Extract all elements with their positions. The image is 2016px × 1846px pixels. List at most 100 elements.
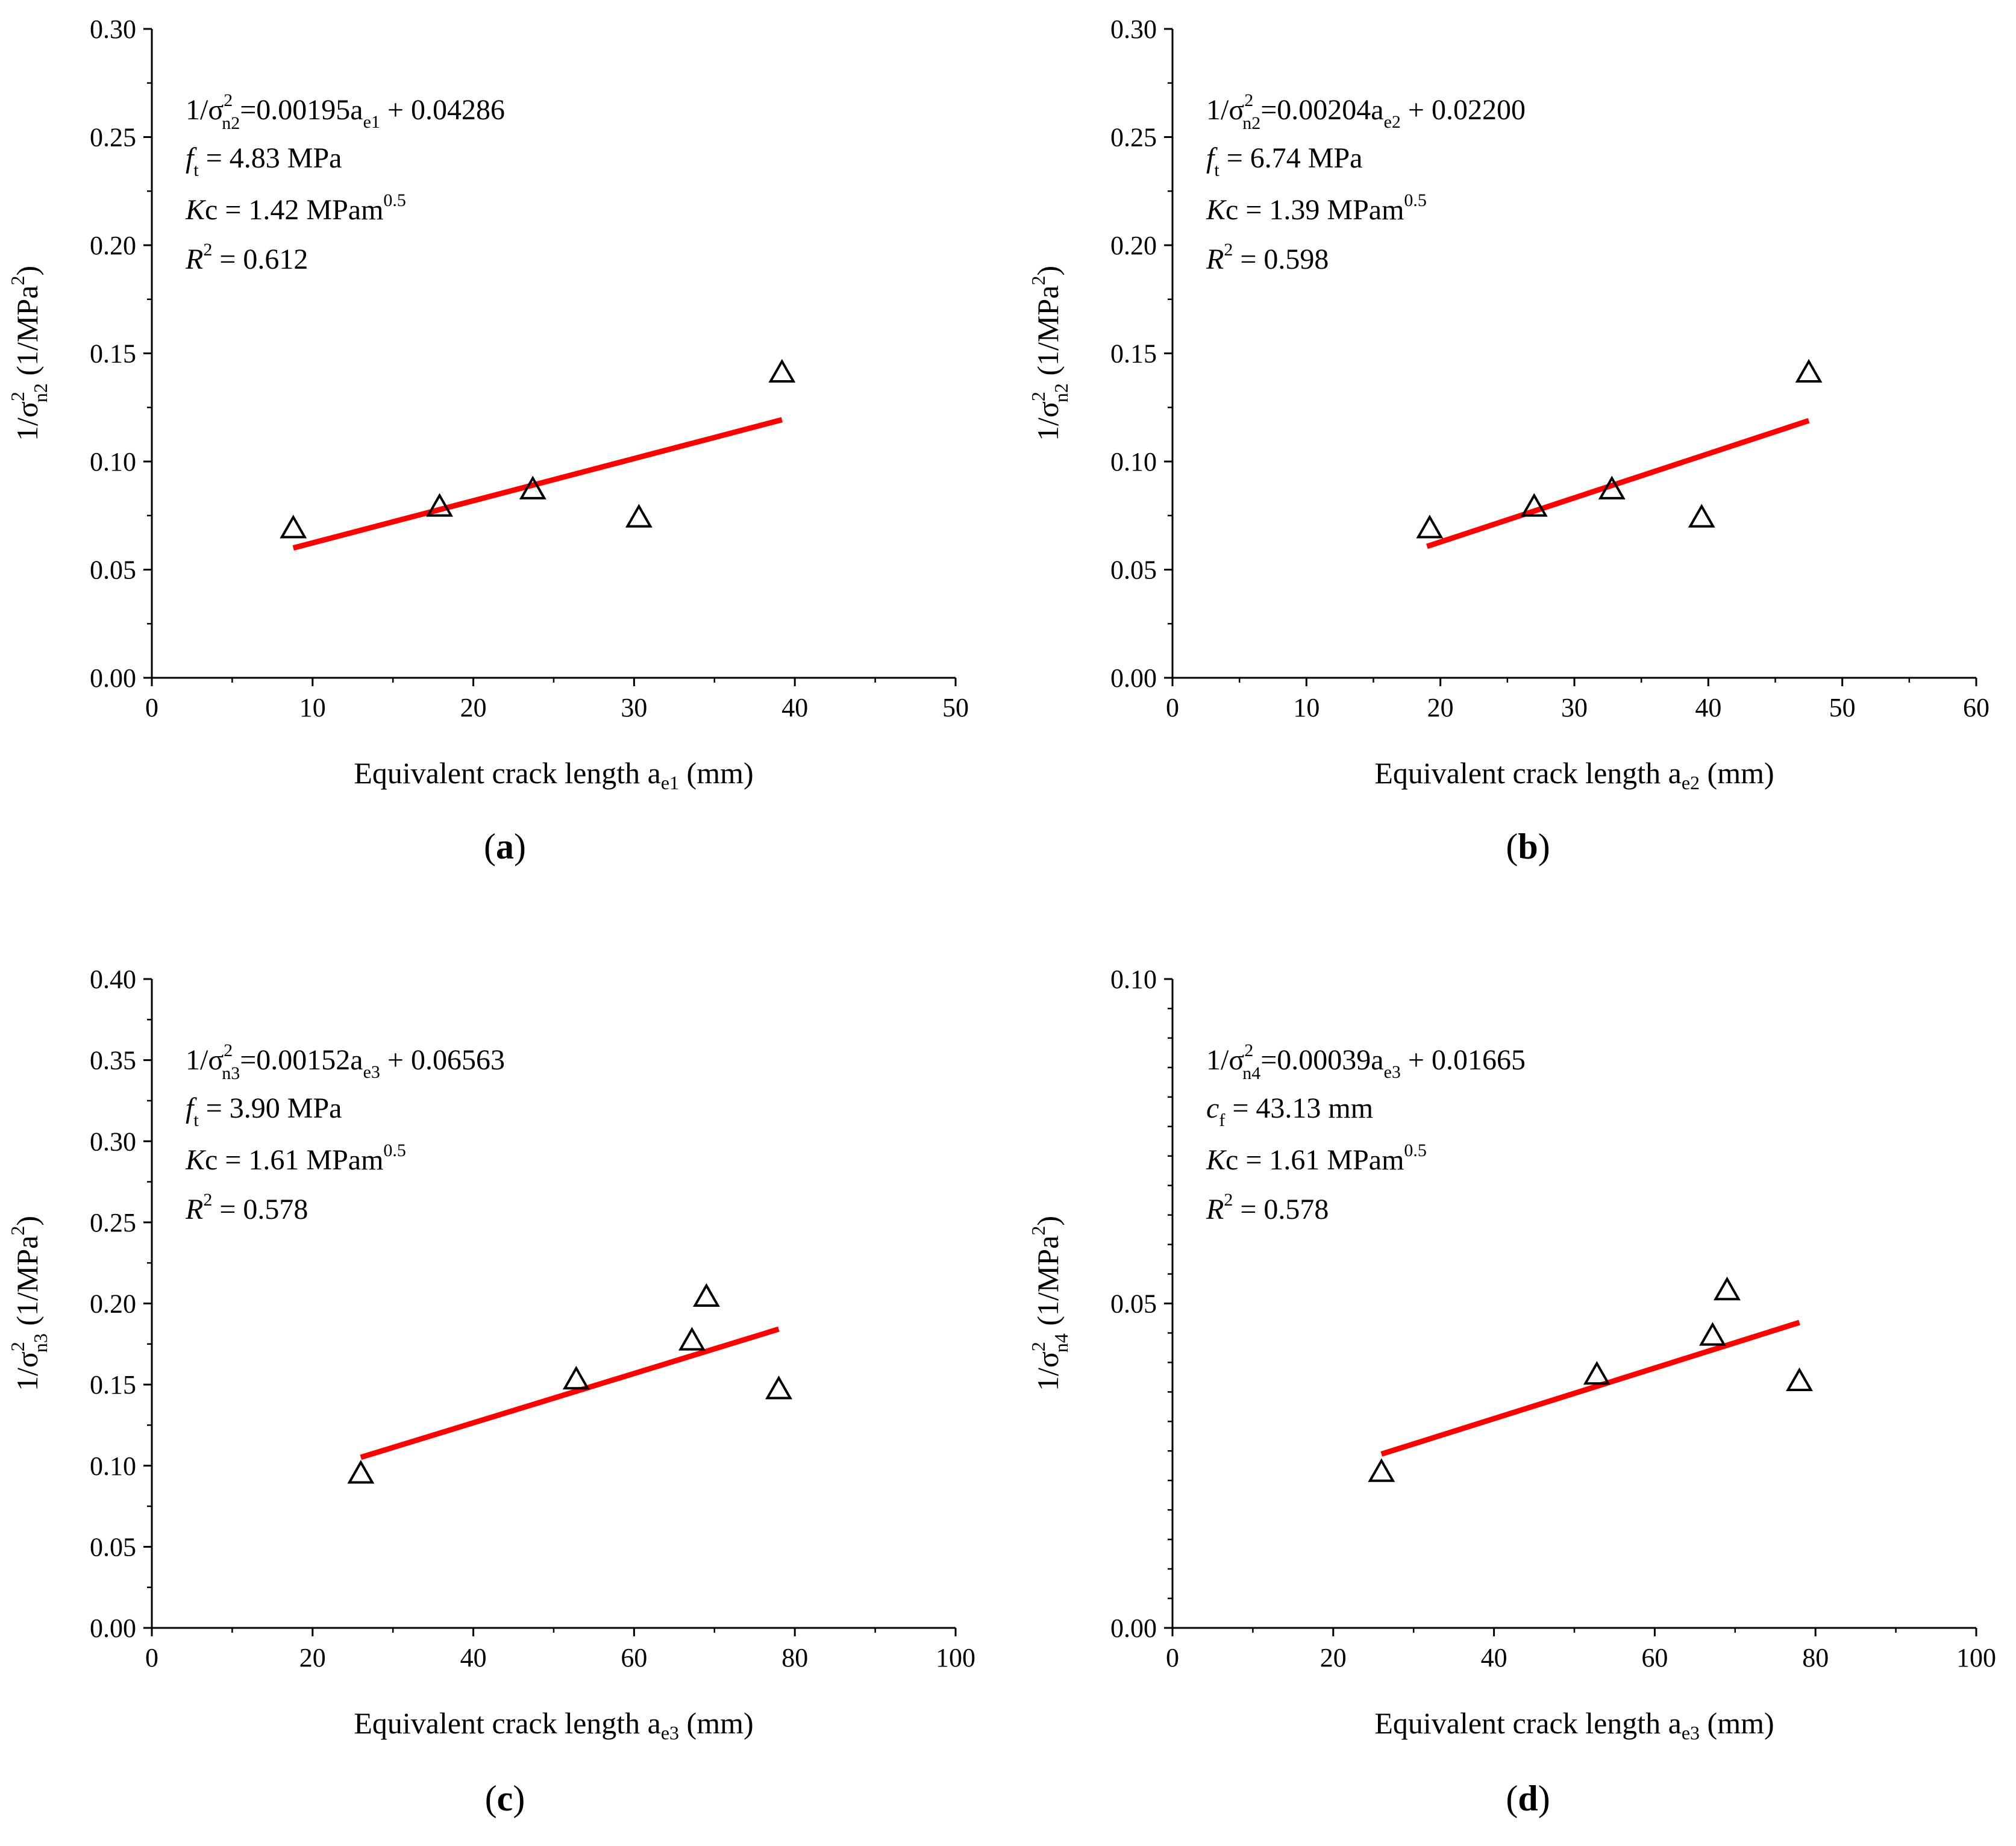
y-tick-label: 0.25 [1110, 123, 1157, 152]
y-axis-title: 1/σ2n4 (1/MPa2) [1027, 1216, 1072, 1391]
parameter-line-2: Kc = 1.61 MPam0.5 [185, 1140, 406, 1176]
parameter-line-1: ft = 6.74 MPa [1206, 142, 1362, 180]
x-tick-label: 10 [1293, 693, 1319, 722]
x-tick-label: 40 [1695, 693, 1721, 722]
data-point-triangle [678, 1327, 706, 1351]
y-tick-label: 0.25 [90, 1208, 136, 1237]
y-tick-label: 0.25 [90, 123, 136, 152]
data-point-triangle [1688, 504, 1715, 528]
parameter-line-1: ft = 4.83 MPa [186, 142, 342, 180]
x-tick-label: 0 [145, 693, 158, 722]
y-tick-label: 0.40 [90, 965, 136, 994]
x-axis-title: Equivalent crack length ae2 (mm) [1374, 756, 1774, 793]
x-tick-label: 30 [621, 693, 647, 722]
panel-label: (c) [485, 1779, 525, 1818]
r-squared-line: R2 = 0.598 [1206, 240, 1329, 275]
data-point-triangle [765, 1375, 792, 1400]
panel-b: 0.00 0.05 0.10 0.15 0.20 0.25 0.30 0 10 20 30 40 50 6… [1027, 14, 1989, 866]
fit-line [1380, 1319, 1800, 1457]
data-point-triangle [347, 1460, 375, 1484]
panel-label: (d) [1506, 1779, 1550, 1818]
y-tick-label: 0.35 [90, 1046, 136, 1075]
panel-a: 0.00 0.05 0.10 0.15 0.20 0.25 0.30 0 10 20 30 40 50 E… [7, 14, 969, 866]
x-tick-label: 40 [460, 1643, 487, 1672]
x-tick-label: 80 [781, 1643, 808, 1672]
r-squared-line: R2 = 0.578 [1206, 1190, 1329, 1225]
parameter-line-2: Kc = 1.61 MPam0.5 [1206, 1140, 1427, 1176]
data-point-triangle [1368, 1458, 1395, 1482]
x-tick-label: 0 [1166, 693, 1179, 722]
regression-equation: 1/σ2 n3=0.00152ae3 + 0.06563 [186, 1040, 505, 1083]
data-point-triangle [1520, 493, 1548, 517]
r-squared-line: R2 = 0.578 [185, 1190, 308, 1225]
data-point-triangle [1786, 1367, 1813, 1391]
panel-d: 0.00 0.05 0.10 0 20 40 60 80 100 Equivalent crack… [1027, 965, 1996, 1818]
y-axis-title: 1/σ2n3 (1/MPa2) [7, 1216, 51, 1391]
data-point-triangle [1699, 1322, 1726, 1346]
data-point-triangle [693, 1283, 720, 1307]
data-point-triangle [1598, 475, 1626, 499]
x-tick-label: 60 [1963, 693, 1989, 722]
x-tick-label: 60 [621, 1643, 647, 1672]
y-tick-label: 0.30 [1110, 14, 1157, 44]
y-tick-label: 0.10 [90, 1451, 136, 1481]
parameter-line-2: Kc = 1.39 MPam0.5 [1206, 190, 1427, 226]
fit-line [360, 1326, 780, 1460]
data-point-triangle [562, 1366, 590, 1390]
r-squared-line: R2 = 0.612 [185, 240, 308, 275]
regression-equation: 1/σ2 n2=0.00195ae1 + 0.04286 [186, 90, 505, 133]
x-tick-label: 20 [460, 693, 487, 722]
y-tick-label: 0.00 [1110, 1613, 1157, 1643]
y-axis-title: 1/σ2n2 (1/MPa2) [1027, 266, 1072, 441]
y-tick-label: 0.05 [1110, 1289, 1157, 1319]
y-tick-label: 0.20 [1110, 231, 1157, 260]
x-axis-title: Equivalent crack length ae3 (mm) [1374, 1706, 1774, 1744]
data-point-triangle [625, 504, 653, 528]
x-tick-label: 50 [942, 693, 969, 722]
x-tick-label: 0 [145, 1643, 158, 1672]
x-tick-label: 40 [1481, 1643, 1507, 1672]
y-tick-label: 0.10 [1110, 965, 1157, 994]
data-point-triangle [426, 493, 454, 517]
x-tick-label: 20 [1427, 693, 1454, 722]
x-tick-label: 100 [1956, 1643, 1996, 1672]
data-point-triangle [280, 515, 307, 539]
data-point-triangle [519, 475, 546, 499]
y-tick-label: 0.00 [90, 663, 136, 693]
x-tick-label: 10 [299, 693, 326, 722]
data-point-triangle [768, 358, 796, 383]
regression-equation: 1/σ2 n4=0.00039ae3 + 0.01665 [1206, 1040, 1526, 1083]
x-tick-label: 0 [1166, 1643, 1179, 1672]
y-tick-label: 0.05 [90, 555, 136, 585]
x-tick-label: 40 [781, 693, 808, 722]
y-tick-label: 0.20 [90, 231, 136, 260]
x-axis-title: Equivalent crack length ae3 (mm) [354, 1706, 753, 1744]
y-tick-label: 0.10 [90, 447, 136, 477]
y-tick-label: 0.20 [90, 1289, 136, 1319]
y-tick-label: 0.15 [1110, 339, 1157, 369]
y-tick-label: 0.00 [1110, 663, 1157, 693]
panel-label: (b) [1506, 827, 1550, 866]
y-axis-title: 1/σ2n2 (1/MPa2) [7, 266, 51, 441]
y-tick-label: 0.30 [90, 14, 136, 44]
x-axis-title: Equivalent crack length ae1 (mm) [354, 756, 753, 793]
parameter-line-1: ft = 3.90 MPa [186, 1092, 342, 1130]
fit-line [292, 417, 783, 551]
regression-equation: 1/σ2 n2=0.00204ae2 + 0.02200 [1206, 90, 1526, 133]
y-tick-label: 0.15 [90, 339, 136, 369]
x-tick-label: 20 [1320, 1643, 1347, 1672]
parameter-line-1: cf = 43.13 mm [1206, 1092, 1373, 1130]
panel-label: (a) [484, 827, 526, 866]
y-tick-label: 0.10 [1110, 447, 1157, 477]
parameter-line-2: Kc = 1.42 MPam0.5 [185, 190, 406, 226]
y-tick-label: 0.05 [90, 1532, 136, 1562]
x-tick-label: 30 [1561, 693, 1588, 722]
data-point-triangle [1714, 1276, 1741, 1301]
x-tick-label: 20 [299, 1643, 326, 1672]
x-tick-label: 80 [1802, 1643, 1829, 1672]
y-tick-label: 0.30 [90, 1127, 136, 1156]
x-tick-label: 60 [1641, 1643, 1668, 1672]
data-point-triangle [1416, 515, 1444, 539]
panel-c: 0.00 0.05 0.10 0.15 0.20 0.25 0.30 0.35 0.40 0 20 4… [7, 965, 975, 1818]
